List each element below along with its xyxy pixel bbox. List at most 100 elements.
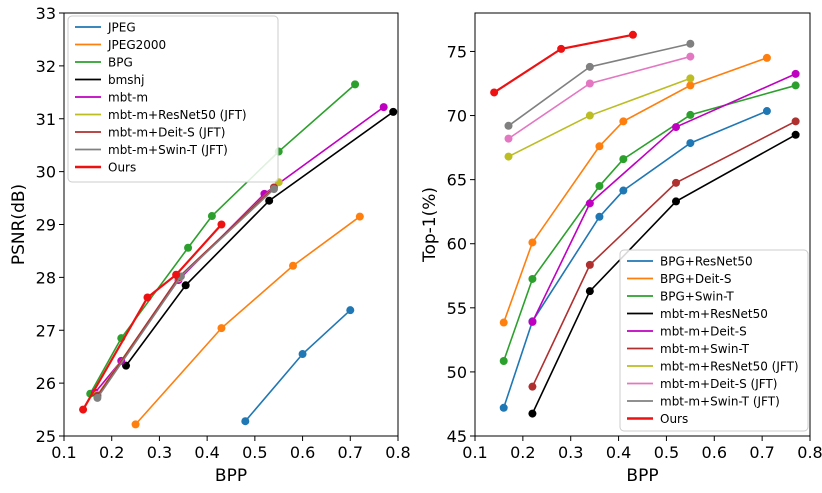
y-tick-label: 50 (447, 363, 467, 382)
legend-label: Ours (660, 412, 688, 426)
legend-label: mbt-m+Deit-S (660, 325, 747, 339)
x-tick-label: 0.4 (606, 443, 631, 462)
data-point (504, 134, 513, 143)
series-bpg-swin-t (499, 81, 800, 366)
legend-label: mbt-m+Deit-S (JFT) (660, 377, 777, 391)
x-tick-label: 0.2 (99, 443, 124, 462)
series-line (502, 57, 768, 323)
legend-label: mbt-m+Deit-S (JFT) (108, 126, 225, 140)
legend-label: mbt-m+ResNet50 (660, 307, 768, 321)
y-tick-label: 60 (447, 235, 467, 254)
data-point (585, 79, 594, 88)
series-line (531, 73, 796, 323)
legend-label: Ours (108, 161, 136, 175)
series-jpeg (241, 306, 355, 426)
legend-label: mbt-m+Swin-T (JFT) (660, 395, 780, 409)
data-point (686, 74, 695, 83)
data-point (172, 270, 181, 279)
data-point (686, 39, 695, 48)
data-point (585, 287, 594, 296)
legend-label: bmshj (108, 73, 145, 87)
series-line (531, 134, 797, 414)
data-point (217, 220, 226, 229)
series-mbt-m-resnet50-jft- (504, 74, 695, 161)
series-jpeg2000 (131, 212, 364, 429)
data-point (143, 293, 152, 302)
y-tick-label: 55 (447, 299, 467, 318)
data-point (93, 393, 102, 402)
y-tick-label: 30 (36, 163, 56, 182)
legend-label: JPEG (107, 21, 136, 35)
data-point (628, 30, 637, 39)
legend-box (619, 249, 809, 432)
legend-label: BPG+Swin-T (660, 290, 734, 304)
data-point (595, 182, 604, 191)
data-point (619, 186, 628, 195)
x-tick-label: 0.7 (338, 443, 363, 462)
data-point (269, 185, 278, 194)
data-point (686, 52, 695, 61)
legend-label: mbt-m (108, 91, 148, 105)
data-point (585, 260, 594, 269)
x-tick-label: 0.7 (749, 443, 774, 462)
y-axis-label: PSNR(dB) (9, 184, 29, 265)
data-point (289, 261, 298, 270)
data-point (585, 199, 594, 208)
legend-label: BPG+ResNet50 (660, 255, 753, 269)
data-point (504, 121, 513, 130)
legend-label: BPG+Deit-S (660, 272, 731, 286)
data-point (672, 178, 680, 187)
series-mbt-m-deit-s (528, 69, 800, 326)
series-line (493, 33, 634, 94)
data-point (791, 117, 800, 126)
data-point (672, 123, 680, 132)
x-axis-label: BPP (626, 466, 658, 486)
x-tick-label: 0.6 (702, 443, 727, 462)
series-line (134, 215, 361, 425)
series-line (531, 120, 797, 387)
data-point (346, 306, 355, 315)
series-line (508, 55, 691, 140)
x-tick-label: 0.1 (462, 443, 487, 462)
data-point (557, 44, 566, 53)
legend-label: mbt-m+Swin-T (JFT) (108, 143, 228, 157)
x-tick-label: 0.8 (797, 443, 822, 462)
data-point (499, 318, 508, 327)
legend-label: mbt-m+ResNet50 (JFT) (660, 360, 799, 374)
data-point (619, 117, 628, 126)
series-line (502, 84, 796, 362)
data-point (762, 53, 771, 62)
legend-label: JPEG2000 (107, 38, 166, 52)
legend-box (67, 15, 279, 183)
data-point (265, 196, 274, 205)
y-tick-label: 29 (36, 216, 56, 235)
y-tick-label: 70 (447, 107, 467, 126)
data-point (355, 212, 364, 221)
data-point (585, 111, 594, 120)
legend-label: mbt-m+ResNet50 (JFT) (108, 108, 247, 122)
data-point (595, 212, 604, 221)
series-mbt-m-resnet50 (528, 130, 800, 418)
y-tick-label: 45 (447, 427, 467, 446)
x-tick-label: 0.1 (51, 443, 76, 462)
data-point (181, 281, 190, 290)
series-mbt-m-swin-t-jft- (504, 39, 695, 130)
data-point (298, 350, 307, 359)
y-tick-label: 65 (447, 171, 467, 190)
data-point (217, 324, 226, 333)
y-tick-label: 31 (36, 110, 56, 129)
y-tick-label: 25 (36, 427, 56, 446)
data-point (619, 155, 628, 164)
x-tick-label: 0.8 (385, 443, 410, 462)
data-point (672, 197, 680, 206)
series-mbt-m-swin-t (528, 117, 800, 391)
data-point (595, 142, 604, 151)
data-point (131, 420, 140, 429)
data-point (528, 317, 537, 326)
series-line (244, 309, 351, 422)
x-tick-label: 0.3 (558, 443, 583, 462)
data-point (490, 88, 499, 97)
y-tick-label: 27 (36, 321, 56, 340)
data-point (528, 274, 537, 283)
data-point (351, 80, 360, 89)
